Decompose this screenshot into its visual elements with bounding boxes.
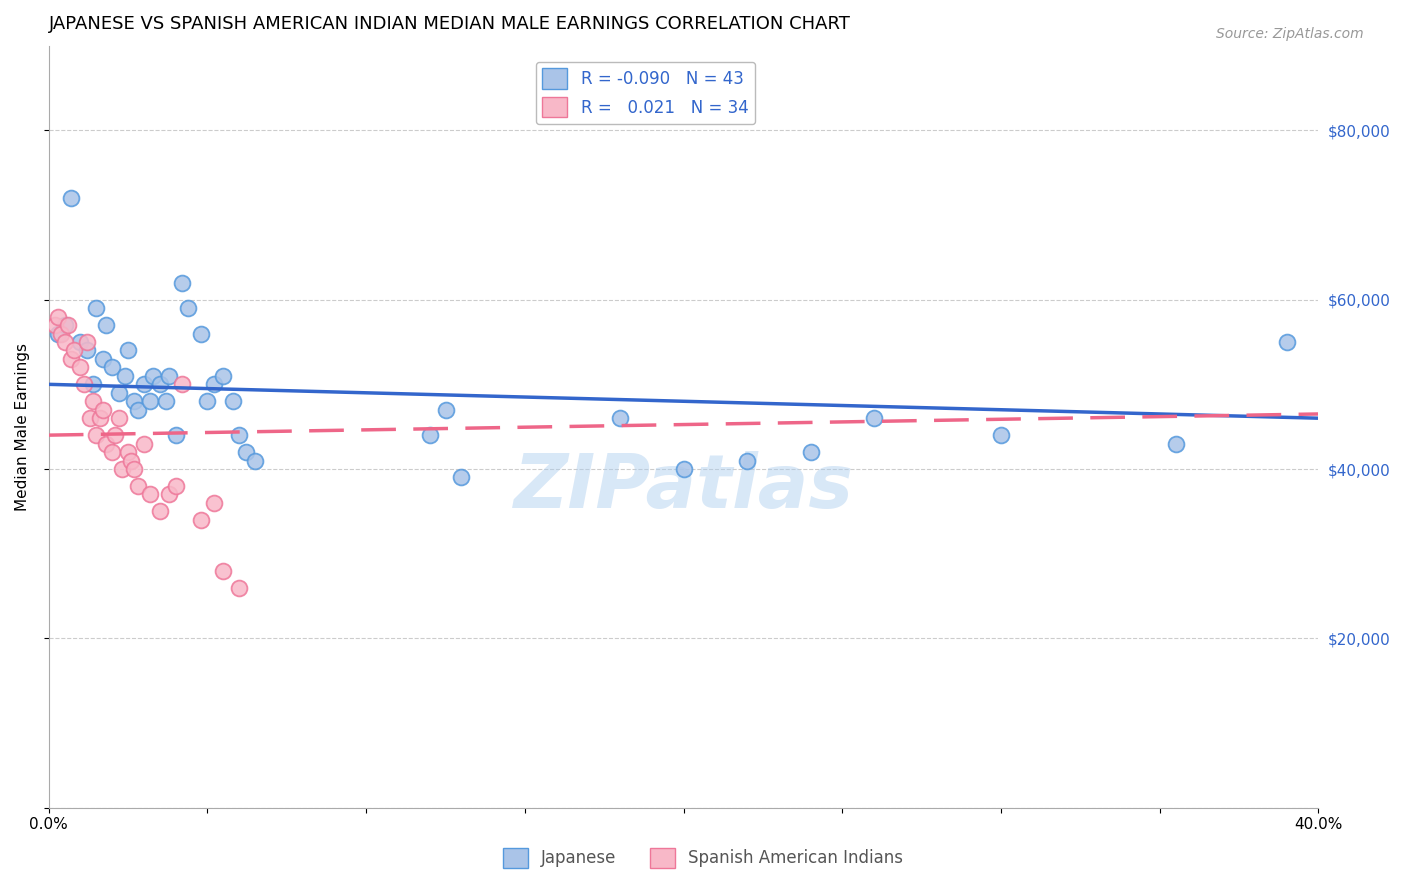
- Point: [51, 326, 73, 341]
- Point: [53, 334, 76, 349]
- Point: [89, 411, 111, 425]
- Point: [111, 462, 134, 476]
- Point: [202, 496, 225, 510]
- Point: [222, 394, 245, 409]
- Point: [139, 394, 162, 409]
- Point: [117, 343, 139, 358]
- Point: [450, 470, 472, 484]
- Point: [94, 436, 117, 450]
- Point: [142, 368, 165, 383]
- Point: [419, 428, 441, 442]
- Point: [155, 394, 177, 409]
- Point: [79, 411, 101, 425]
- Text: Source: ZipAtlas.com: Source: ZipAtlas.com: [1216, 27, 1364, 41]
- Point: [69, 334, 91, 349]
- Point: [117, 445, 139, 459]
- Point: [212, 564, 235, 578]
- Point: [165, 428, 187, 442]
- Point: [139, 487, 162, 501]
- Point: [165, 479, 187, 493]
- Point: [59, 351, 82, 366]
- Point: [434, 402, 457, 417]
- Point: [170, 276, 193, 290]
- Point: [149, 504, 172, 518]
- Point: [59, 191, 82, 205]
- Point: [197, 394, 219, 409]
- Point: [107, 385, 129, 400]
- Point: [190, 513, 212, 527]
- Point: [672, 462, 695, 476]
- Point: [235, 445, 257, 459]
- Point: [1275, 334, 1298, 349]
- Point: [104, 428, 127, 442]
- Point: [76, 334, 98, 349]
- Point: [69, 360, 91, 375]
- Point: [56, 318, 79, 332]
- Legend: R = -0.090   N = 43, R =   0.021   N = 34: R = -0.090 N = 43, R = 0.021 N = 34: [536, 62, 755, 124]
- Point: [157, 487, 180, 501]
- Point: [91, 351, 114, 366]
- Point: [91, 402, 114, 417]
- Point: [94, 318, 117, 332]
- Point: [114, 368, 136, 383]
- Point: [735, 453, 758, 467]
- Point: [101, 360, 124, 375]
- Point: [127, 479, 149, 493]
- Point: [107, 411, 129, 425]
- Point: [799, 445, 821, 459]
- Point: [243, 453, 266, 467]
- Point: [609, 411, 631, 425]
- Point: [124, 462, 146, 476]
- Point: [82, 394, 104, 409]
- Point: [44, 318, 66, 332]
- Point: [132, 377, 155, 392]
- Point: [82, 377, 104, 392]
- Point: [149, 377, 172, 392]
- Legend: Japanese, Spanish American Indians: Japanese, Spanish American Indians: [496, 841, 910, 875]
- Point: [63, 343, 86, 358]
- Point: [132, 436, 155, 450]
- Point: [124, 394, 146, 409]
- Text: ZIPatlas: ZIPatlas: [513, 451, 853, 524]
- Point: [76, 343, 98, 358]
- Point: [86, 428, 108, 442]
- Point: [101, 445, 124, 459]
- Point: [46, 326, 69, 341]
- Text: JAPANESE VS SPANISH AMERICAN INDIAN MEDIAN MALE EARNINGS CORRELATION CHART: JAPANESE VS SPANISH AMERICAN INDIAN MEDI…: [49, 15, 851, 33]
- Point: [202, 377, 225, 392]
- Point: [53, 318, 76, 332]
- Point: [73, 377, 96, 392]
- Point: [170, 377, 193, 392]
- Point: [228, 581, 250, 595]
- Point: [120, 453, 142, 467]
- Y-axis label: Median Male Earnings: Median Male Earnings: [15, 343, 30, 511]
- Point: [46, 310, 69, 324]
- Point: [1164, 436, 1187, 450]
- Point: [863, 411, 886, 425]
- Point: [177, 301, 200, 315]
- Point: [190, 326, 212, 341]
- Point: [127, 402, 149, 417]
- Point: [212, 368, 235, 383]
- Point: [990, 428, 1012, 442]
- Point: [86, 301, 108, 315]
- Point: [228, 428, 250, 442]
- Point: [157, 368, 180, 383]
